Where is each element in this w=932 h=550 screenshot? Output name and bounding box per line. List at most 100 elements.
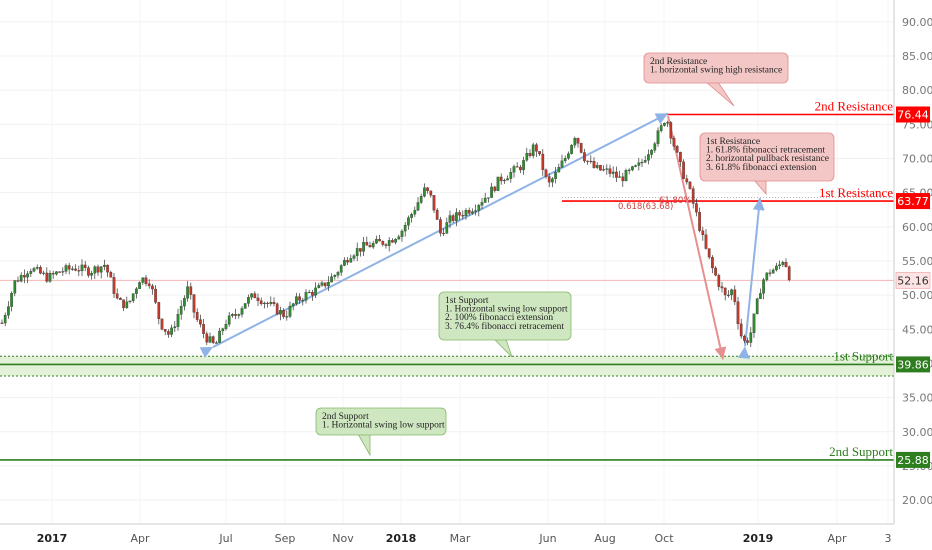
candle-body xyxy=(67,265,71,270)
candle-body xyxy=(509,172,513,179)
callout-line: 1. horizontal swing high resistance xyxy=(650,66,782,76)
fib-618-percent-label: 61.80% xyxy=(659,196,691,206)
candle-body xyxy=(752,313,756,333)
candle-body xyxy=(759,293,762,299)
candle-body xyxy=(736,301,740,325)
candle-body xyxy=(365,242,369,246)
candle-body xyxy=(407,217,410,226)
candle-body xyxy=(746,340,749,343)
candle-body xyxy=(599,165,602,171)
candle-body xyxy=(266,302,269,304)
candle-body xyxy=(192,294,196,313)
candle-body xyxy=(403,224,407,232)
candle-body xyxy=(570,145,573,154)
candle-body xyxy=(679,152,682,162)
candle-body xyxy=(781,261,785,265)
candle-body xyxy=(272,302,276,304)
candle-body xyxy=(695,203,698,213)
candle-body xyxy=(301,300,305,302)
candle-body xyxy=(93,266,97,274)
candle-body xyxy=(247,297,250,304)
y-tick-label: 35.00 xyxy=(902,392,932,405)
callout-box xyxy=(643,52,789,84)
candle-body xyxy=(23,275,26,278)
callout-pointer xyxy=(357,433,371,457)
candle-body xyxy=(423,187,426,197)
candle-body xyxy=(189,286,193,295)
candle-body xyxy=(90,273,93,276)
candle-body xyxy=(42,272,45,274)
candle-body xyxy=(298,296,301,301)
candle-body xyxy=(103,264,106,267)
y-tick-label: 20.00 xyxy=(902,494,932,507)
candle-body xyxy=(663,123,666,126)
time-axis[interactable]: 2017 Apr Jul Sep Nov 2018 Mar Jun Aug Oct 2019 Apr 3 xyxy=(37,532,892,545)
candle-body xyxy=(35,267,39,269)
candle-body xyxy=(787,266,791,281)
y-tick-label: 50.00 xyxy=(902,289,932,302)
candle-body xyxy=(461,215,465,217)
candle-body xyxy=(727,294,730,296)
candle-body xyxy=(631,166,634,171)
candle-body xyxy=(349,258,353,263)
x-tick-label: 3 xyxy=(885,532,892,545)
candle-body xyxy=(515,166,519,168)
candle-body xyxy=(211,336,215,343)
candle-body xyxy=(87,267,90,276)
candle-body xyxy=(77,270,81,272)
trend-arrow-blue-right xyxy=(737,198,765,359)
candle-body xyxy=(435,209,439,220)
candle-body xyxy=(144,277,148,284)
candle-body xyxy=(176,314,180,327)
candle-body xyxy=(170,327,173,335)
candle-body xyxy=(71,268,74,270)
candle-body xyxy=(250,293,253,298)
candle-body xyxy=(199,319,202,325)
candle-body xyxy=(522,160,525,171)
candle-body xyxy=(83,264,87,268)
candle-body xyxy=(583,152,586,162)
candle-body xyxy=(467,210,471,214)
candle-body xyxy=(387,240,391,246)
candle-body xyxy=(413,210,417,215)
candle-body xyxy=(432,195,436,211)
callout-line: 1. 61.8% fibonacci retracement xyxy=(706,145,825,156)
candle-body xyxy=(375,239,378,244)
candle-body xyxy=(307,292,311,294)
price-badge-bg xyxy=(896,106,930,123)
x-tick-label: Jul xyxy=(218,532,232,545)
candle-body xyxy=(221,328,225,332)
candle-body xyxy=(503,179,506,182)
candle-body xyxy=(711,257,714,269)
price-badge-bg xyxy=(896,451,930,468)
candle-body xyxy=(368,245,372,248)
y-tick-label: 70.00 xyxy=(902,152,932,165)
candle-body xyxy=(528,153,532,156)
candle-body xyxy=(592,161,596,168)
candle-body xyxy=(455,212,458,221)
level-label: 1st Resistance xyxy=(819,185,893,200)
candle-body xyxy=(234,314,237,316)
price-axis[interactable]: 20.0025.0030.0035.0040.0045.0050.0055.00… xyxy=(902,16,932,507)
candle-body xyxy=(339,265,343,273)
candle-body xyxy=(263,302,266,305)
x-tick-label: 2017 xyxy=(37,532,68,545)
callout-pointer xyxy=(704,81,735,107)
candle-body xyxy=(621,176,625,182)
y-tick-label: 90.00 xyxy=(902,16,932,29)
support-zones xyxy=(0,355,894,377)
callout-box xyxy=(315,407,447,436)
candle-body xyxy=(58,271,61,273)
candle-body xyxy=(112,277,116,294)
trend-arrow-red-down xyxy=(667,115,727,360)
candle-body xyxy=(519,166,522,171)
candle-body xyxy=(55,271,58,275)
candle-body xyxy=(45,272,49,282)
candle-body xyxy=(778,264,781,267)
candle-body xyxy=(573,138,577,146)
candle-body xyxy=(698,212,701,231)
callout-line: 2. 100% fibonacci extension xyxy=(445,312,553,323)
candle-body xyxy=(531,144,535,156)
x-tick-label: Aug xyxy=(594,532,615,545)
